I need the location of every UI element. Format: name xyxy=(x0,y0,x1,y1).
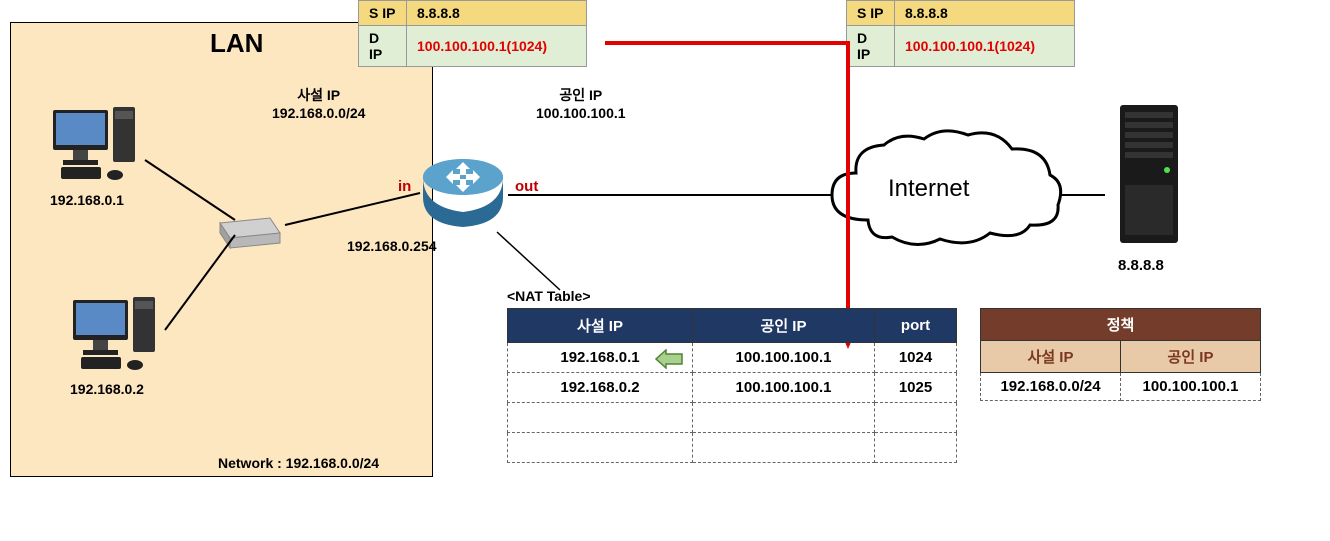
nat-th-public: 공인 IP xyxy=(693,309,875,343)
policy-title: 정책 xyxy=(981,309,1261,341)
nat-r0-private: 192.168.0.1 xyxy=(508,343,693,373)
nat-r2-public xyxy=(693,403,875,433)
router-icon xyxy=(418,152,508,232)
policy-public: 100.100.100.1 xyxy=(1121,373,1261,401)
nat-r1-private: 192.168.0.2 xyxy=(508,373,693,403)
nat-row xyxy=(508,433,957,463)
public-ip-label: 공인 IP xyxy=(536,85,626,105)
pt1-dip-label: D IP xyxy=(359,26,407,67)
switch-icon xyxy=(215,203,285,253)
nat-r2-port xyxy=(875,403,957,433)
green-arrow-icon xyxy=(654,349,684,369)
server-icon xyxy=(1105,100,1195,250)
pt1-sip-label: S IP xyxy=(359,1,407,26)
pc1-icon xyxy=(43,105,143,185)
nat-r0-public: 100.100.100.1 xyxy=(693,343,875,373)
pc2-ip-label: 192.168.0.2 xyxy=(70,381,144,397)
policy-th-private: 사설 IP xyxy=(981,341,1121,373)
nat-row: 192.168.0.1 100.100.100.1 1024 xyxy=(508,343,957,373)
packet-table-1: S IP 8.8.8.8 D IP 100.100.100.1(1024) xyxy=(358,0,587,67)
nat-r1-public: 100.100.100.1 xyxy=(693,373,875,403)
nat-r3-private xyxy=(508,433,693,463)
pt2-dip-value: 100.100.100.1(1024) xyxy=(895,26,1075,67)
policy-private: 192.168.0.0/24 xyxy=(981,373,1121,401)
pt2-sip-label: S IP xyxy=(847,1,895,26)
nat-r3-public xyxy=(693,433,875,463)
policy-row: 192.168.0.0/24 100.100.100.1 xyxy=(981,373,1261,401)
pt1-dip-value: 100.100.100.1(1024) xyxy=(407,26,587,67)
private-ip-label: 사설 IP xyxy=(272,85,365,105)
packet-table-2: S IP 8.8.8.8 D IP 100.100.100.1(1024) xyxy=(846,0,1075,67)
nat-th-private: 사설 IP xyxy=(508,309,693,343)
cloud-label: Internet xyxy=(888,175,969,203)
pt2-dip-label: D IP xyxy=(847,26,895,67)
pc2-icon xyxy=(63,295,163,375)
policy-th-public: 공인 IP xyxy=(1121,341,1261,373)
pt1-sip-value: 8.8.8.8 xyxy=(407,1,587,26)
nat-title: <NAT Table> xyxy=(507,288,591,304)
nat-th-port: port xyxy=(875,309,957,343)
private-ip-box: 사설 IP 192.168.0.0/24 xyxy=(272,85,365,121)
public-ip-value: 100.100.100.1 xyxy=(536,105,626,121)
router-out-label: out xyxy=(515,178,538,195)
nat-r0-port: 1024 xyxy=(875,343,957,373)
nat-r1-port: 1025 xyxy=(875,373,957,403)
nat-table: 사설 IP 공인 IP port 192.168.0.1 100.100.100… xyxy=(507,308,957,463)
nat-r2-private xyxy=(508,403,693,433)
nat-r3-port xyxy=(875,433,957,463)
lan-title: LAN xyxy=(210,28,263,59)
nat-row xyxy=(508,403,957,433)
server-ip: 8.8.8.8 xyxy=(1118,257,1164,274)
router-in-label: in xyxy=(398,178,411,195)
network-label: Network : 192.168.0.0/24 xyxy=(218,455,379,471)
policy-table: 정책 사설 IP 공인 IP 192.168.0.0/24 100.100.10… xyxy=(980,308,1261,401)
public-ip-box: 공인 IP 100.100.100.1 xyxy=(536,85,626,121)
private-ip-value: 192.168.0.0/24 xyxy=(272,105,365,121)
router-inside-ip: 192.168.0.254 xyxy=(347,238,437,254)
nat-row: 192.168.0.2 100.100.100.1 1025 xyxy=(508,373,957,403)
pc1-ip-label: 192.168.0.1 xyxy=(50,192,124,208)
pt2-sip-value: 8.8.8.8 xyxy=(895,1,1075,26)
